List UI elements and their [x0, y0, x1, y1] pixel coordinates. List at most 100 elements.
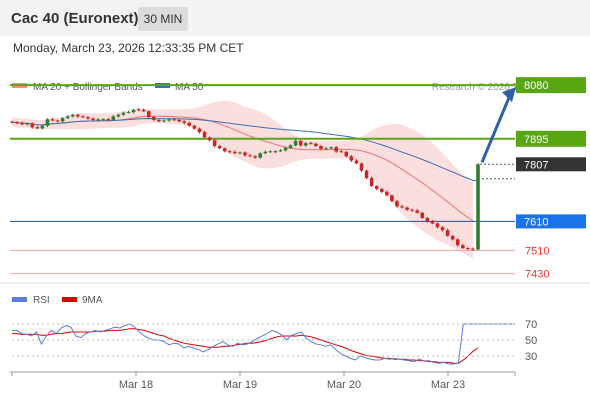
rsi-tick-label: 70	[525, 319, 537, 331]
candle	[415, 208, 420, 214]
rsi-ma-legend-label: 9MA	[82, 295, 103, 306]
candle	[45, 118, 50, 128]
candle	[400, 204, 404, 209]
candle	[126, 110, 131, 114]
candle	[10, 120, 14, 124]
rsi-tick-label: 50	[525, 335, 537, 347]
candle	[324, 146, 328, 150]
candle	[425, 216, 430, 223]
candle	[212, 139, 217, 148]
candle	[359, 162, 364, 172]
candle	[461, 243, 465, 249]
support-label: 7430	[525, 269, 549, 281]
candle	[243, 151, 247, 157]
candle	[253, 155, 257, 159]
candle	[136, 108, 141, 112]
candle	[228, 150, 232, 154]
candle	[162, 119, 166, 123]
candle	[379, 187, 384, 194]
candle	[101, 118, 105, 121]
candle	[364, 169, 369, 180]
candle	[86, 116, 90, 120]
x-tick-label: Mar 20	[327, 379, 361, 391]
candle	[339, 149, 344, 153]
ma50-legend-label: MA 50	[175, 82, 204, 93]
candle	[222, 147, 227, 153]
level-labels: 8080 7895 7807 7610 7510 7430	[516, 77, 586, 281]
candle	[25, 122, 29, 126]
support-label: 7510	[525, 245, 549, 257]
ma20-legend-label: MA 20 + Bollinger Bands	[33, 82, 143, 93]
candle	[435, 222, 440, 229]
timestamp: Monday, March 23, 2026 12:33:35 PM CET	[13, 41, 244, 55]
candle	[476, 162, 480, 251]
candle	[319, 144, 323, 151]
candle	[248, 153, 252, 158]
candle	[298, 139, 303, 147]
candle	[202, 130, 207, 139]
candle	[369, 176, 374, 187]
candlesticks	[10, 108, 480, 251]
candle	[15, 121, 19, 125]
rsi-legend-label: RSI	[33, 295, 50, 306]
current-price-box	[516, 157, 586, 172]
candle	[40, 124, 45, 130]
candle	[207, 136, 212, 142]
rsi-pane: 70 50 30	[12, 319, 537, 365]
candle	[344, 150, 349, 158]
candle	[177, 119, 181, 123]
target-label-box	[516, 77, 586, 94]
candle	[273, 150, 278, 154]
forecast-arrow-head	[502, 87, 516, 103]
candle	[152, 115, 156, 122]
candle	[217, 144, 222, 150]
candle	[288, 144, 293, 150]
candle	[410, 208, 414, 212]
candle	[96, 117, 100, 121]
bollinger-fill	[12, 100, 473, 259]
candle	[30, 122, 35, 129]
candle	[116, 113, 121, 118]
candle	[91, 117, 95, 122]
rsi-legend-swatch	[12, 297, 27, 302]
level-lines	[10, 84, 515, 275]
candle	[131, 108, 136, 114]
candle	[466, 247, 470, 250]
candle	[385, 190, 389, 197]
x-tick-label: Mar 23	[431, 379, 465, 391]
interval-button[interactable]: 30 MIN	[138, 7, 188, 31]
forecast-overlay	[480, 87, 516, 180]
ma50-line	[11, 117, 479, 182]
pivot-label-box	[516, 214, 586, 229]
candle	[187, 121, 192, 127]
candle	[76, 113, 80, 118]
copyright-text: Research © 2026 Trading Central	[432, 82, 581, 93]
bollinger-band	[12, 100, 473, 259]
x-tick-label: Mar 19	[223, 379, 257, 391]
x-tick-label: Mar 18	[119, 379, 153, 391]
candle	[35, 125, 40, 130]
candle	[354, 159, 359, 165]
candle	[293, 139, 298, 147]
moving-averages	[11, 115, 479, 221]
x-axis: Mar 18 Mar 19 Mar 20 Mar 23	[11, 372, 516, 391]
candle	[450, 235, 455, 241]
candle	[81, 115, 85, 118]
candle	[349, 155, 354, 162]
candle	[20, 121, 24, 126]
candle	[192, 124, 197, 130]
candle	[334, 146, 338, 153]
candle	[111, 115, 116, 121]
candle	[430, 219, 435, 225]
candle	[157, 118, 161, 123]
candle	[374, 185, 379, 191]
candle	[197, 127, 202, 134]
candle	[440, 226, 445, 232]
candle	[405, 206, 409, 211]
candle	[121, 111, 126, 117]
candle	[283, 146, 288, 152]
candle	[172, 117, 176, 121]
current-price-label: 7807	[524, 159, 548, 171]
candle	[390, 194, 394, 203]
